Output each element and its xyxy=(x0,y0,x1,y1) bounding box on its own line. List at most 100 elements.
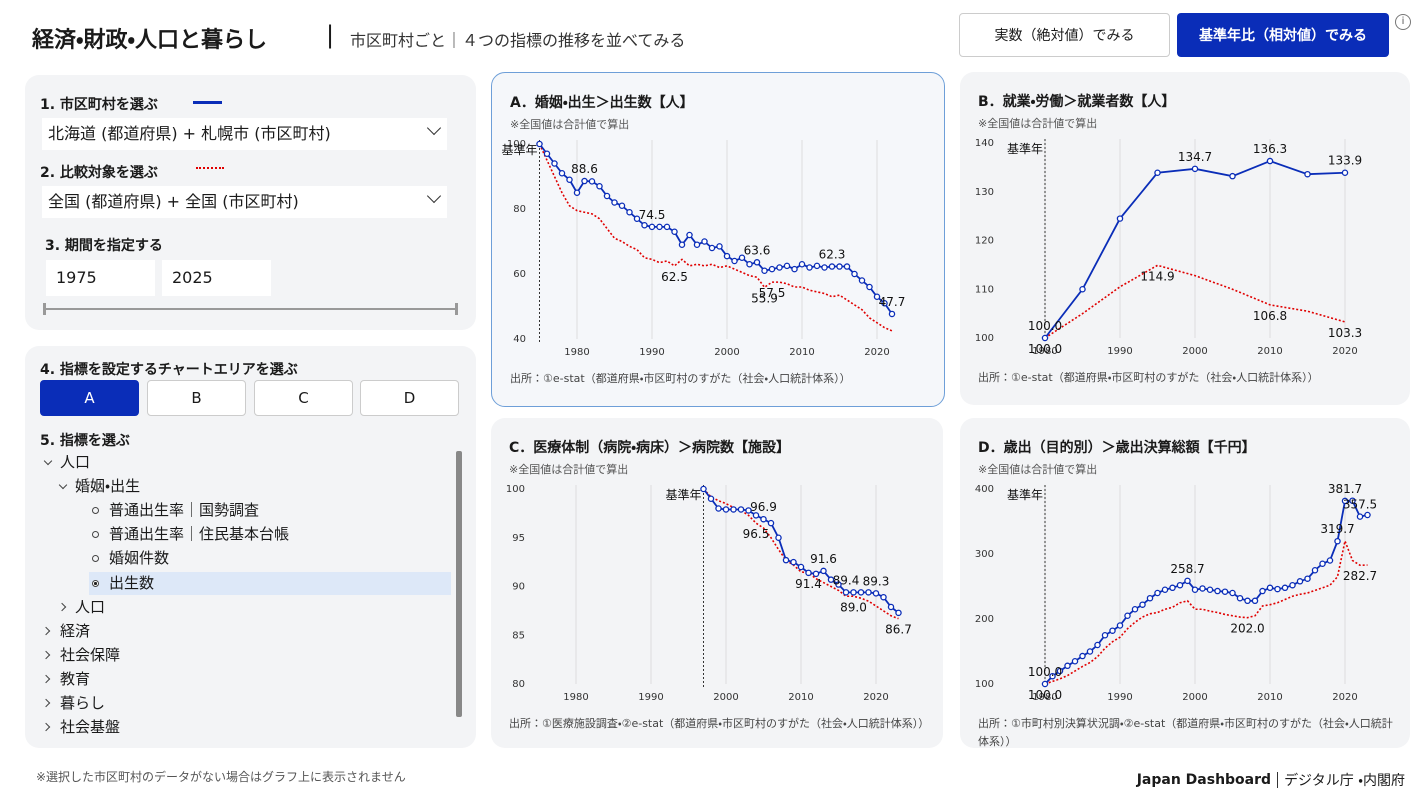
x-tick-label: 1990 xyxy=(1107,346,1132,357)
radio[interactable] xyxy=(92,555,99,562)
point xyxy=(1311,566,1319,574)
point xyxy=(1266,584,1274,592)
data-label: 381.7 xyxy=(1328,482,1362,496)
series-line xyxy=(1044,499,1368,685)
data-label: 357.5 xyxy=(1343,498,1377,512)
tree-item[interactable]: 教育 xyxy=(60,670,91,688)
footer-brand: Japan Dashboard xyxy=(1136,772,1272,788)
tree-item[interactable]: 普通出生率｜国勢調査 xyxy=(109,501,260,519)
data-label: 57.5 xyxy=(759,286,786,300)
x-tick-label: 1990 xyxy=(1107,692,1132,703)
data-label: 89.4 xyxy=(833,573,860,587)
tree-item[interactable]: 出生数 xyxy=(109,574,155,592)
compare-legend-line xyxy=(196,167,224,169)
point xyxy=(1229,589,1236,597)
point xyxy=(790,558,797,566)
tree-item[interactable]: 婚姻件数 xyxy=(109,549,170,567)
tree-item[interactable]: 暮らし xyxy=(60,694,106,712)
x-tick-label: 2020 xyxy=(1332,692,1357,703)
point xyxy=(881,299,888,307)
radio[interactable] xyxy=(92,580,99,587)
chart-panel: B．就業・労働＞就業者数【人】 ※全国値は合計値で算出 100 110 120 130 14… xyxy=(960,72,1410,405)
chart-panel: C．医療体制（病院・病床）＞病院数【施設】 ※全国値は合計値で算出 80 85 90 95… xyxy=(491,418,943,748)
point xyxy=(566,176,573,184)
point xyxy=(1101,631,1109,639)
chart: 80 85 90 95 100 1980 1990 2000 2010 2020 基準年 96.9 91… xyxy=(506,484,912,703)
point xyxy=(887,603,895,611)
x-tick-label: 1980 xyxy=(1032,692,1057,703)
point xyxy=(746,260,753,268)
x-tick-label: 2000 xyxy=(713,692,738,703)
point xyxy=(701,238,708,245)
data-label: 100.0 xyxy=(1028,665,1062,679)
tree-item[interactable]: 経済 xyxy=(60,622,91,640)
tree-item[interactable]: 社会保障 xyxy=(60,646,121,664)
x-tick-label: 2010 xyxy=(788,692,813,703)
point xyxy=(633,215,641,222)
period-slider[interactable] xyxy=(44,308,457,310)
period-start[interactable]: 1975 xyxy=(46,260,155,296)
tree-item[interactable]: 社会基盤 xyxy=(60,718,121,736)
data-label: 63.6 xyxy=(744,243,771,257)
compare-select[interactable]: 全国 (都道府県) + 全国 (市区町村) xyxy=(42,186,447,218)
tree-item[interactable]: 人口 xyxy=(60,453,91,471)
scrollbar[interactable] xyxy=(456,451,462,717)
data-label: 319.7 xyxy=(1320,522,1354,536)
y-tick-label: 110 xyxy=(975,284,994,295)
radio[interactable] xyxy=(92,531,99,538)
relative-button[interactable]: 基準年比（相対値）でみる xyxy=(1177,13,1389,57)
point xyxy=(752,512,760,519)
info-icon[interactable]: i xyxy=(1395,14,1411,30)
tree-item[interactable]: 人口 xyxy=(75,598,106,616)
area-tab[interactable]: D xyxy=(360,380,459,416)
data-label: 55.9 xyxy=(751,291,778,305)
point xyxy=(1356,513,1364,520)
radio[interactable] xyxy=(92,507,99,514)
data-label: 88.6 xyxy=(571,162,598,176)
area-legend-line xyxy=(193,101,222,104)
area-tab[interactable]: B xyxy=(147,380,246,416)
y-tick-label: 140 xyxy=(975,138,994,149)
base-year-label: 基準年 xyxy=(1007,141,1043,156)
slider-handle[interactable] xyxy=(455,303,458,315)
point xyxy=(791,265,798,273)
point xyxy=(866,283,873,291)
absolute-button[interactable]: 実数（絶対値）でみる xyxy=(959,13,1170,57)
point xyxy=(1364,511,1371,519)
tree-item[interactable]: 普通出生率｜住民基本台帳 xyxy=(109,525,290,543)
data-label: 91.6 xyxy=(810,552,837,566)
slider-handle[interactable] xyxy=(43,303,46,315)
point xyxy=(753,259,761,266)
data-label: 106.8 xyxy=(1253,309,1287,323)
point xyxy=(1124,612,1131,619)
point xyxy=(768,265,776,273)
selected-row-bg xyxy=(89,572,451,595)
point xyxy=(1079,285,1086,293)
tree-item[interactable]: 婚姻・出生 xyxy=(75,477,141,495)
period-end[interactable]: 2025 xyxy=(162,260,271,296)
point xyxy=(596,183,603,190)
point xyxy=(1259,587,1266,595)
point xyxy=(805,569,812,577)
area-tab[interactable]: A xyxy=(40,380,139,416)
title-separator: | xyxy=(326,21,335,49)
point xyxy=(1191,165,1199,173)
area-select[interactable]: 北海道 (都道府県) + 札幌市 (市区町村) xyxy=(42,118,447,150)
point xyxy=(1146,594,1154,602)
chart-title: B．就業・労働＞就業者数【人】 xyxy=(978,94,1176,110)
point xyxy=(1161,586,1169,593)
point xyxy=(700,485,707,493)
point xyxy=(1176,581,1184,589)
x-tick-label: 1990 xyxy=(639,347,664,358)
point xyxy=(1266,157,1274,165)
point xyxy=(895,609,902,617)
point xyxy=(730,506,737,513)
point xyxy=(1296,578,1304,585)
area-tab[interactable]: C xyxy=(254,380,353,416)
point xyxy=(648,223,656,231)
point xyxy=(1274,585,1281,593)
point xyxy=(1281,584,1289,592)
y-tick-label: 400 xyxy=(975,484,994,495)
data-label: 103.3 xyxy=(1328,326,1362,340)
